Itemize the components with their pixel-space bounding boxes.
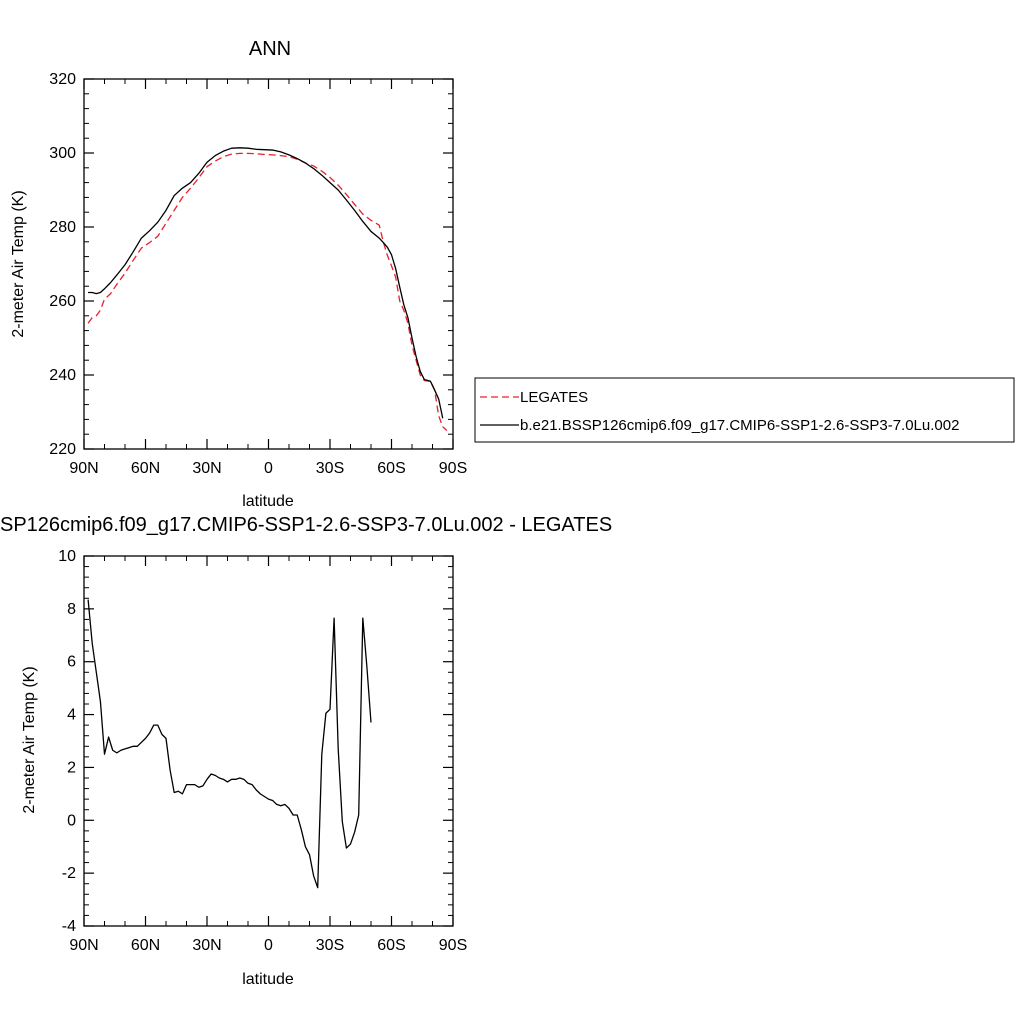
bottom-x-tick-label: 90S (439, 937, 467, 954)
top-plot-frame (83, 78, 454, 450)
bottom-y-axis-label: 2-meter Air Temp (K) (21, 666, 38, 813)
bottom-axis-ticks: 90N 60N 30N 0 30S 60S 90S -4 -2 0 2 4 6 8 10 (58, 548, 467, 954)
top-series-line-0 (87, 152, 448, 431)
top-x-tick-label: 30N (192, 460, 221, 477)
legend-label-legates: LEGATES (520, 389, 588, 406)
bottom-x-tick-label: 30N (192, 937, 221, 954)
bottom-series-lines (87, 599, 372, 889)
top-series-line-1 (88, 147, 444, 419)
bottom-y-tick-label: 0 (67, 812, 76, 829)
bottom-y-tick-label: 8 (67, 601, 76, 618)
legend: LEGATES b.e21.BSSP126cmip6.f09_g17.CMIP6… (474, 377, 1015, 443)
legend-label-model: b.e21.BSSP126cmip6.f09_g17.CMIP6-SSP1-2.… (520, 417, 959, 434)
top-y-axis-label: 2-meter Air Temp (K) (10, 190, 27, 337)
bottom-y-tick-label: 2 (67, 759, 76, 776)
top-y-tick-label: 320 (49, 71, 76, 88)
top-x-tick-label: 60S (377, 460, 405, 477)
top-y-tick-label: 280 (49, 219, 76, 236)
bottom-x-tick-label: 90N (69, 937, 98, 954)
top-x-axis-label: latitude (242, 493, 294, 510)
top-x-tick-label: 30S (316, 460, 344, 477)
top-x-tick-label: 60N (131, 460, 160, 477)
bottom-y-tick-label: 4 (67, 707, 76, 724)
bottom-panel: SP126cmip6.f09_g17.CMIP6-SSP1-2.6-SSP3-7… (0, 514, 612, 988)
bottom-x-tick-label: 60S (377, 937, 405, 954)
bottom-y-tick-label: -2 (62, 865, 76, 882)
top-panel-title: ANN (249, 38, 291, 60)
bottom-y-tick-label: -4 (62, 918, 76, 935)
bottom-y-tick-label: 10 (58, 548, 76, 565)
top-y-tick-label: 300 (49, 145, 76, 162)
top-y-tick-label: 240 (49, 367, 76, 384)
bottom-series-line-0 (87, 599, 372, 889)
top-x-tick-label: 0 (264, 460, 273, 477)
top-axis-ticks: 90N 60N 30N 0 30S 60S 90S 220 240 260 280 300 320 (49, 71, 467, 477)
bottom-x-axis-label: latitude (242, 971, 294, 988)
bottom-plot-frame (83, 555, 454, 927)
bottom-panel-title: SP126cmip6.f09_g17.CMIP6-SSP1-2.6-SSP3-7… (0, 514, 612, 536)
bottom-y-tick-label: 6 (67, 654, 76, 671)
top-x-tick-label: 90N (69, 460, 98, 477)
top-y-tick-label: 260 (49, 293, 76, 310)
legend-box (474, 377, 1015, 443)
bottom-x-tick-label: 30S (316, 937, 344, 954)
top-y-tick-label: 220 (49, 441, 76, 458)
bottom-x-tick-label: 60N (131, 937, 160, 954)
top-series-lines (87, 147, 448, 431)
bottom-x-tick-label: 0 (264, 937, 273, 954)
top-x-tick-label: 90S (439, 460, 467, 477)
top-panel: ANN 2-meter Air Temp (K) latitude 90N 60N… (10, 38, 467, 510)
